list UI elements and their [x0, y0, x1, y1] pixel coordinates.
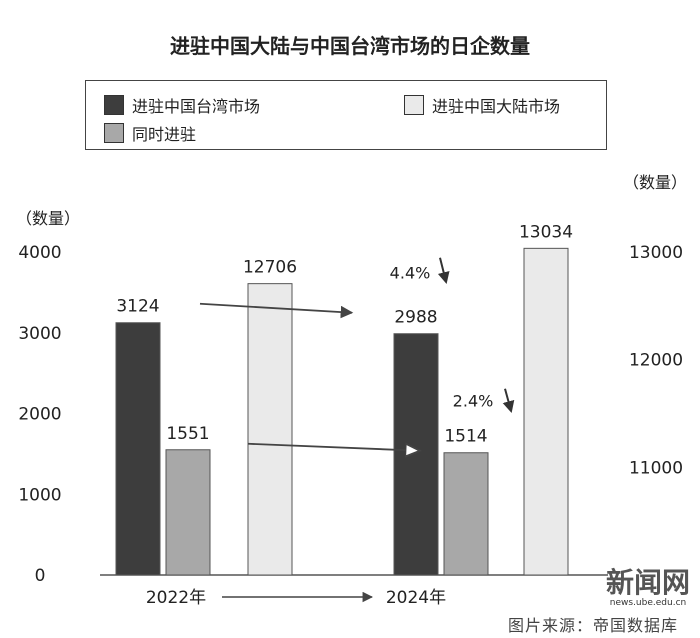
trend-arrow-taiwan: [199, 302, 354, 319]
legend-label-both: 同时进驻: [132, 125, 197, 144]
legend: 进驻中国台湾市场 进驻中国大陆市场 同时进驻: [85, 80, 607, 150]
bar-taiwan: [393, 333, 439, 576]
change-label-taiwan: 4.4%: [390, 264, 431, 283]
value-label-both: 1551: [166, 424, 209, 444]
legend-item-taiwan: 进驻中国台湾市场: [104, 93, 260, 117]
value-label-mainland: 13034: [519, 222, 573, 242]
down-arrow-both: [502, 388, 515, 414]
right-axis-title: （数量）: [623, 173, 687, 192]
legend-swatch-mainland: [404, 95, 424, 115]
value-label-taiwan: 2988: [394, 308, 437, 328]
right-tick-label: 11000: [629, 458, 683, 478]
left-tick-label: 0: [35, 566, 46, 586]
x-tick-label: 2022年: [146, 588, 206, 608]
chart-title: 进驻中国大陆与中国台湾市场的日企数量: [170, 34, 530, 58]
legend-label-mainland: 进驻中国大陆市场: [432, 97, 561, 116]
bar-mainland: [523, 247, 569, 576]
right-tick-label: 13000: [629, 243, 683, 263]
trend-arrow-both: [247, 444, 420, 451]
legend-item-both: 同时进驻: [104, 121, 196, 145]
right-tick-label: 12000: [629, 351, 683, 371]
left-axis-title: （数量）: [16, 209, 80, 228]
bar-taiwan: [115, 322, 161, 576]
watermark-logo: 新闻网: [605, 566, 690, 599]
left-tick-label: 1000: [18, 485, 61, 505]
down-arrow-taiwan: [437, 257, 450, 285]
value-label-taiwan: 3124: [116, 297, 159, 317]
legend-swatch-taiwan: [104, 95, 124, 115]
bar-both: [443, 452, 489, 576]
left-tick-label: 3000: [18, 324, 61, 344]
change-label-both: 2.4%: [453, 392, 494, 411]
watermark: 新闻网 news.ube.edu.cn: [600, 566, 696, 609]
image-credit: 图片来源：帝国数据库: [507, 616, 678, 635]
legend-label-taiwan: 进驻中国台湾市场: [132, 97, 261, 116]
legend-swatch-both: [104, 123, 124, 143]
legend-item-mainland: 进驻中国大陆市场: [404, 93, 560, 117]
left-tick-label: 2000: [18, 405, 61, 425]
value-label-both: 1514: [444, 427, 487, 447]
bar-both: [165, 449, 211, 576]
x-tick-label: 2024年: [386, 588, 446, 608]
left-tick-label: 4000: [18, 243, 61, 263]
bar-mainland: [247, 283, 293, 576]
watermark-url: news.ube.edu.cn: [609, 598, 687, 608]
value-label-mainland: 12706: [243, 258, 297, 278]
